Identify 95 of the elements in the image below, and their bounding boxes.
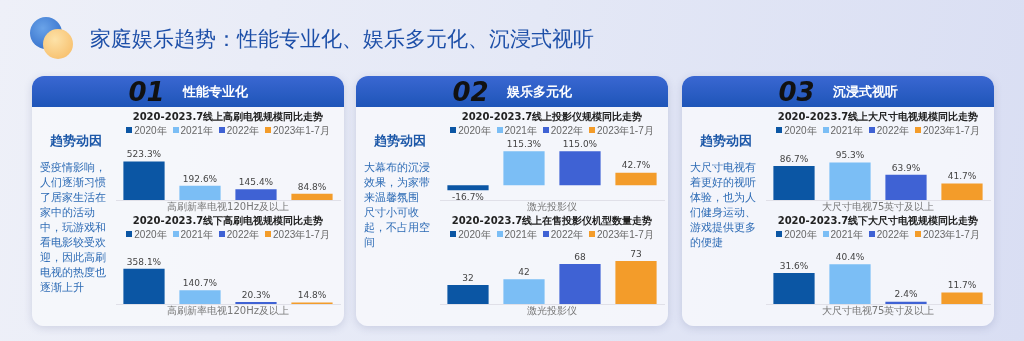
data-label: 31.6%: [779, 260, 809, 271]
bar: [503, 279, 545, 304]
bar: [179, 290, 221, 304]
data-label: 42: [518, 267, 530, 278]
bar: [773, 272, 815, 304]
category-label: 2020年: [458, 229, 491, 240]
text: 尺寸小可收起，不占用空间: [364, 205, 431, 250]
text: 趋势动因: [373, 132, 427, 150]
x-axis-title: 高刷新率电视120Hz及以上: [167, 200, 289, 212]
category-label: 2021年: [830, 229, 863, 240]
category-label: 2022年: [226, 229, 260, 240]
category-label: 2021年: [504, 125, 537, 136]
data-label: 192.6%: [182, 173, 218, 184]
bar: [829, 264, 871, 304]
data-label: 140.7%: [182, 278, 218, 289]
category-label: 2021年: [830, 125, 863, 136]
data-label: 115.0%: [562, 139, 598, 150]
text: 沉浸式视听: [832, 82, 898, 101]
text: 趋势动因: [49, 132, 103, 150]
category-label: 2020年: [784, 125, 817, 136]
x-axis-title: 激光投影仪: [527, 200, 577, 212]
bar: [123, 161, 165, 200]
category-label: 2022年: [226, 125, 260, 136]
text: 家庭娱乐趋势：性能专业化、娱乐多元化、沉浸式视听: [90, 26, 594, 53]
bar: [615, 172, 657, 186]
category-label: 2022年: [550, 229, 584, 240]
data-label: 42.7%: [621, 160, 651, 171]
category-label: 2021年: [180, 125, 213, 136]
bar: [615, 260, 657, 304]
category-label: 2020年: [134, 229, 167, 240]
category-label: 2023年1-7月: [923, 229, 980, 240]
text: 受疫情影响，人们逐渐习惯了居家生活在家中的活动中，玩游戏和看电影较受欢迎，因此高刷电视的热度也逐渐上升: [40, 161, 106, 294]
category-label: 2021年: [504, 229, 537, 240]
x-axis-title: 激光投影仪: [527, 304, 577, 316]
bar: [829, 162, 871, 200]
data-label: 41.7%: [947, 171, 977, 182]
category-label: 2023年1-7月: [597, 125, 654, 136]
text: 03: [778, 76, 815, 107]
x-axis-title: 大尺寸电视75英寸及以上: [821, 304, 935, 316]
bar: [123, 268, 165, 304]
bar: [885, 174, 927, 200]
bar: [235, 189, 277, 200]
bar: [559, 151, 601, 186]
data-label: 14.8%: [297, 290, 327, 301]
data-label: 40.4%: [835, 252, 865, 263]
data-label: 145.4%: [238, 177, 274, 188]
category-label: 2021年: [180, 229, 213, 240]
text: 大幕布的沉浸效果，为家带来温馨氛围: [364, 160, 431, 205]
data-label: -16.7%: [452, 192, 485, 203]
bar: [447, 285, 489, 304]
data-label: 358.1%: [126, 256, 162, 267]
data-label: 95.3%: [835, 150, 865, 161]
text: 娱乐多元化: [506, 82, 572, 101]
data-label: 20.3%: [241, 289, 271, 300]
category-label: 2022年: [876, 125, 910, 136]
data-label: 115.3%: [506, 139, 542, 150]
data-label: 523.3%: [126, 149, 162, 160]
category-label: 2022年: [550, 125, 584, 136]
bar: [447, 185, 489, 191]
chart-title: 2020-2023.7线上投影仪规模同比走势: [460, 110, 644, 124]
text: 大尺寸电视有着更好的视听体验，也为人们健身运动、游戏提供更多的便捷: [690, 160, 757, 250]
chart-title: 2020-2023.7线下高刷电视规模同比走势: [131, 214, 325, 228]
text: 性能专业化: [182, 82, 248, 101]
x-axis-title: 大尺寸电视75英寸及以上: [821, 200, 935, 212]
data-label: 32: [462, 272, 474, 283]
bar: [773, 165, 815, 200]
bar: [559, 263, 601, 304]
data-label: 63.9%: [891, 162, 921, 173]
data-label: 84.8%: [297, 181, 327, 192]
text: 01: [128, 76, 165, 107]
category-label: 2020年: [134, 125, 167, 136]
x-axis-title: 高刷新率电视120Hz及以上: [167, 304, 289, 316]
bar: [291, 193, 333, 200]
chart-title: 2020-2023.7线上在售投影仪机型数量走势: [450, 214, 654, 228]
category-label: 2023年1-7月: [273, 125, 330, 136]
data-label: 86.7%: [779, 153, 809, 164]
category-label: 2020年: [784, 229, 817, 240]
bar: [941, 183, 983, 200]
bar: [941, 292, 983, 304]
bar: [179, 185, 221, 200]
category-label: 2022年: [876, 229, 910, 240]
category-label: 2023年1-7月: [923, 125, 980, 136]
chart-title: 2020-2023.7线下大尺寸电视规模同比走势: [776, 214, 980, 228]
bar: [503, 151, 545, 186]
category-label: 2023年1-7月: [597, 229, 654, 240]
category-label: 2023年1-7月: [273, 229, 330, 240]
text: 趋势动因: [699, 132, 753, 150]
text: 02: [452, 76, 489, 107]
data-label: 2.4%: [894, 289, 918, 300]
chart-title: 2020-2023.7线上高刷电视规模同比走势: [131, 110, 325, 124]
data-label: 68: [574, 251, 586, 262]
category-label: 2020年: [458, 125, 491, 136]
data-label: 73: [630, 248, 642, 259]
chart-title: 2020-2023.7线上大尺寸电视规模同比走势: [776, 110, 980, 124]
data-label: 11.7%: [947, 280, 977, 291]
